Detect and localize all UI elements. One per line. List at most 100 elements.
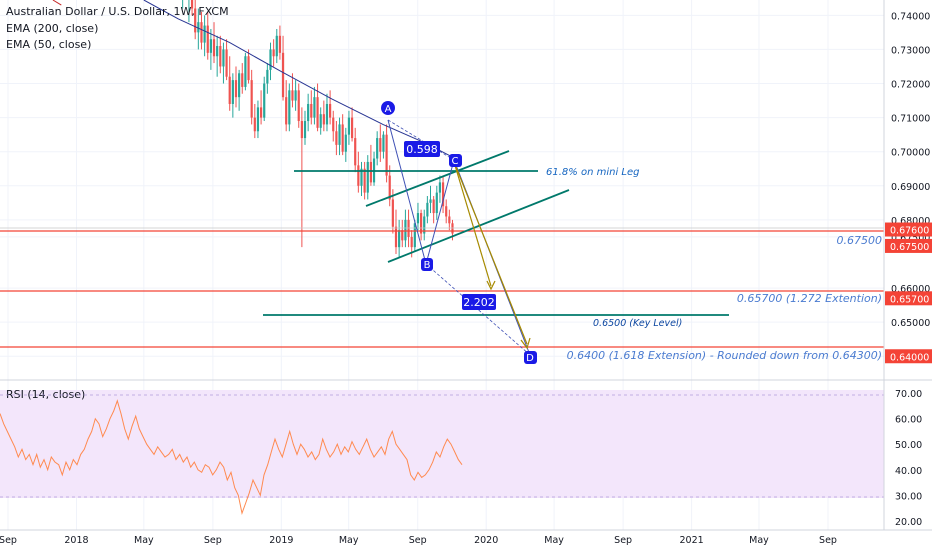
candle[interactable] — [394, 209, 398, 254]
level-0675-annotation: 0.67500 — [837, 234, 883, 247]
candle[interactable] — [313, 86, 316, 125]
candle[interactable] — [307, 93, 310, 132]
candle[interactable] — [445, 199, 448, 224]
candle[interactable] — [325, 93, 329, 132]
candle[interactable] — [376, 131, 379, 166]
candle[interactable] — [363, 161, 366, 200]
candle[interactable] — [438, 175, 442, 203]
candle[interactable] — [228, 56, 231, 111]
candle[interactable] — [219, 35, 222, 74]
candle[interactable] — [209, 28, 212, 70]
point-c-marker[interactable]: C — [449, 154, 462, 167]
candle[interactable] — [300, 107, 303, 248]
time-axis[interactable]: Sep 2018 May Sep 2019 May Sep 2020 May Sep 2021 May… — [0, 535, 837, 546]
candle[interactable] — [263, 76, 266, 122]
candle[interactable] — [281, 35, 285, 101]
symbol-title[interactable]: Australian Dollar / U.S. Dollar, 1W, FXC… — [6, 5, 229, 18]
candle[interactable] — [288, 83, 291, 132]
candle[interactable] — [448, 209, 451, 231]
candle[interactable] — [347, 110, 351, 145]
candle[interactable] — [338, 117, 341, 156]
channel-upper-line[interactable] — [365, 150, 510, 207]
candle[interactable] — [247, 49, 250, 84]
candle[interactable] — [206, 11, 209, 60]
candle[interactable] — [238, 69, 241, 111]
candle[interactable] — [319, 107, 322, 135]
ratio-bd-badge[interactable]: 2.202 — [462, 294, 496, 310]
candle[interactable] — [272, 39, 275, 67]
candle[interactable] — [382, 131, 385, 159]
candle[interactable] — [222, 42, 225, 84]
candle[interactable] — [329, 90, 332, 125]
rsi-axis[interactable]: 70.00 60.00 50.00 40.00 30.00 20.00 — [895, 389, 922, 528]
candle[interactable] — [259, 90, 263, 125]
candle[interactable] — [250, 69, 253, 125]
candle[interactable] — [297, 83, 300, 128]
candle[interactable] — [341, 114, 344, 156]
candle[interactable] — [188, 0, 190, 23]
candle[interactable] — [285, 80, 288, 132]
candle[interactable] — [269, 42, 272, 81]
channel-lower-line[interactable] — [387, 189, 570, 263]
candle[interactable] — [379, 124, 382, 162]
point-b-marker[interactable]: B — [421, 258, 433, 271]
candle[interactable] — [360, 161, 363, 197]
ema-50-legend[interactable]: EMA (50, close) — [6, 38, 91, 51]
candle[interactable] — [441, 175, 445, 214]
ema-200-legend[interactable]: EMA (200, close) — [6, 22, 98, 35]
candle[interactable] — [216, 35, 219, 77]
candle[interactable] — [231, 73, 234, 118]
candle[interactable] — [404, 209, 407, 248]
candle[interactable] — [256, 100, 260, 139]
candle[interactable] — [354, 127, 357, 173]
candle[interactable] — [332, 110, 335, 142]
candle[interactable] — [369, 144, 372, 186]
candle[interactable] — [241, 63, 244, 94]
candle[interactable] — [420, 209, 423, 241]
candle[interactable] — [278, 25, 282, 60]
candle[interactable] — [212, 22, 216, 64]
candle[interactable] — [423, 209, 426, 241]
rsi-legend[interactable]: RSI (14, close) — [6, 388, 85, 401]
candle[interactable] — [401, 219, 404, 248]
candle[interactable] — [398, 219, 401, 258]
ratio-ac-badge[interactable]: 0.598 — [404, 141, 440, 157]
candle[interactable] — [344, 127, 347, 162]
rsi-tick-label: 40.00 — [895, 466, 922, 477]
candle[interactable] — [388, 165, 391, 207]
candle[interactable] — [366, 155, 369, 200]
candle[interactable] — [194, 0, 197, 40]
candle[interactable] — [266, 63, 269, 94]
candle[interactable] — [197, 8, 200, 50]
candle[interactable] — [426, 196, 429, 224]
candle[interactable] — [432, 196, 435, 224]
candle[interactable] — [416, 202, 420, 231]
candle[interactable] — [335, 121, 338, 156]
candle[interactable] — [244, 52, 247, 91]
candle[interactable] — [303, 110, 307, 145]
candle[interactable] — [350, 107, 354, 142]
candle[interactable] — [190, 0, 194, 16]
candle[interactable] — [322, 100, 325, 132]
candle[interactable] — [413, 219, 416, 251]
candle[interactable] — [225, 39, 228, 81]
candle[interactable] — [200, 11, 203, 50]
point-a-marker[interactable]: A — [381, 101, 395, 115]
candle[interactable] — [275, 28, 278, 64]
candle[interactable] — [357, 151, 360, 193]
candle[interactable] — [385, 124, 388, 183]
candlestick-series[interactable] — [144, 0, 454, 258]
candle[interactable] — [310, 90, 313, 125]
candle[interactable] — [294, 80, 297, 111]
candle[interactable] — [407, 209, 410, 248]
candle[interactable] — [234, 66, 238, 108]
candle[interactable] — [435, 185, 438, 220]
candle[interactable] — [182, 0, 184, 9]
candle[interactable] — [203, 15, 206, 57]
candle[interactable] — [291, 73, 294, 108]
candle[interactable] — [429, 185, 432, 214]
candle[interactable] — [253, 103, 256, 139]
point-d-marker[interactable]: D — [524, 351, 537, 364]
